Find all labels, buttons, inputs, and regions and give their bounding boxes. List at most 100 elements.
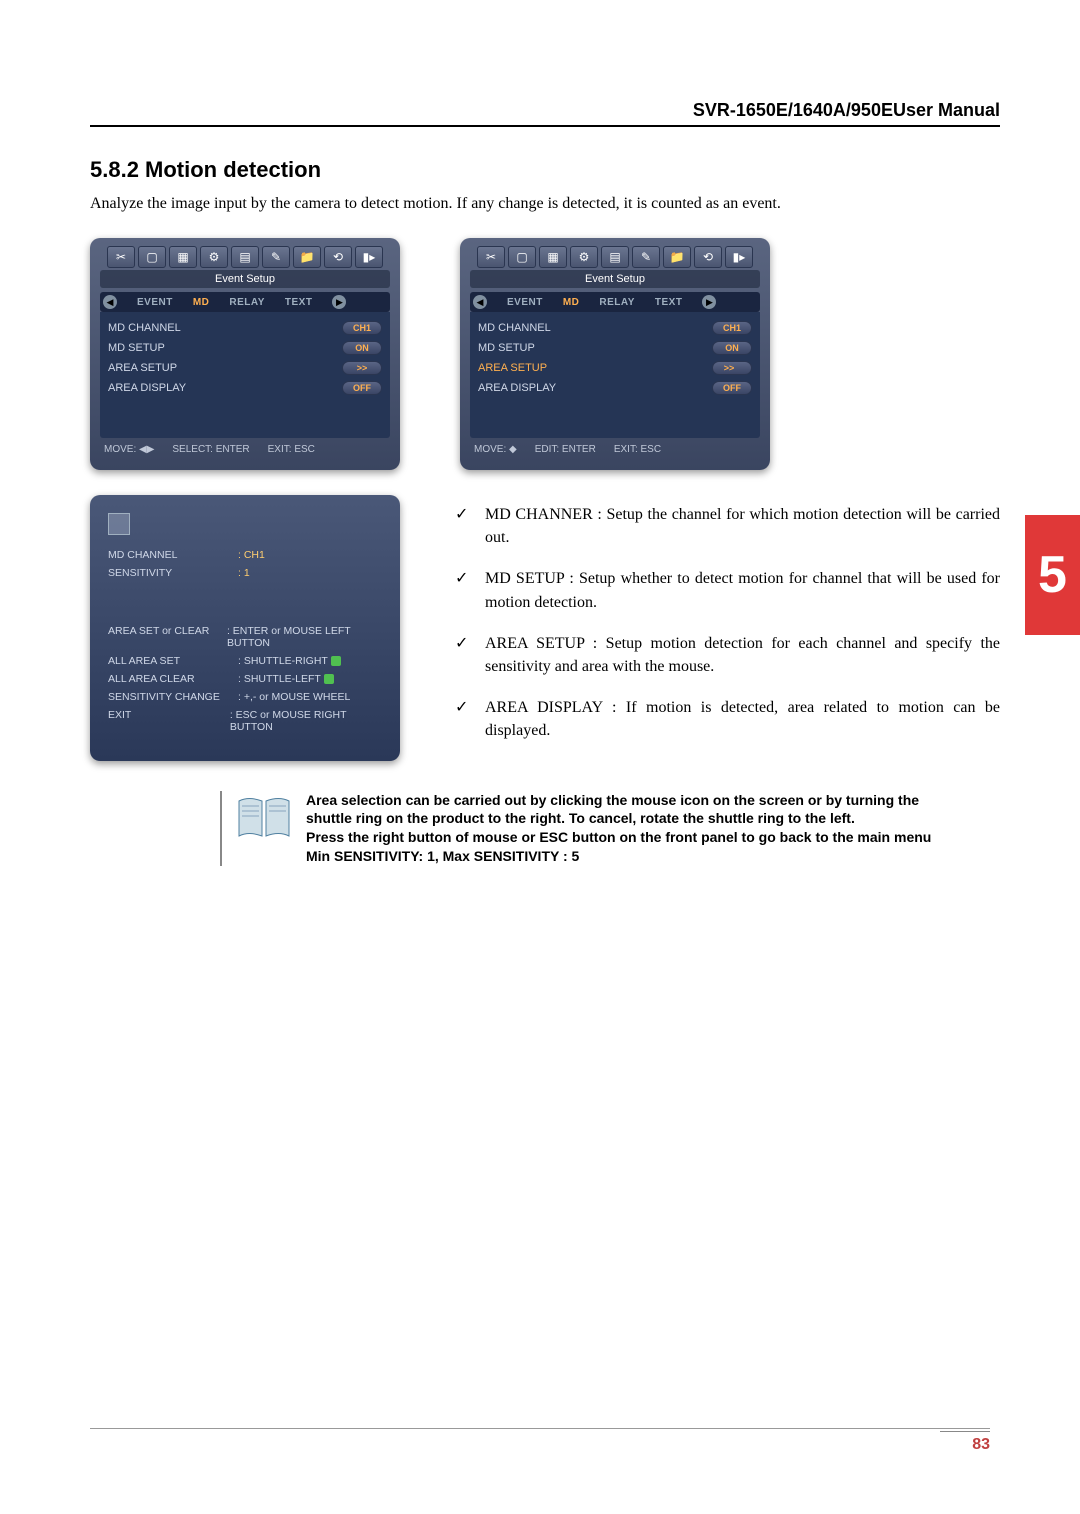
note-line-3: Min SENSITIVITY: 1, Max SENSITIVITY : 5 [306,847,960,866]
shuttle-icon [324,674,334,684]
note-block: Area selection can be carried out by cli… [220,791,960,867]
tab-relay[interactable]: RELAY [229,297,264,308]
hint-move: MOVE: ◆ [474,444,517,455]
area-line-label: ALL AREA CLEAR [108,673,238,685]
area-line-label: AREA SET or CLEAR [108,625,227,649]
page-footer-line [90,1428,990,1429]
toolbar-icon[interactable]: 📁 [293,246,321,268]
md-channel-label: MD CHANNEL [108,549,238,561]
toolbar-icon[interactable]: ✂ [477,246,505,268]
config-list: MD CHANNELCH1MD SETUPONAREA SETUP>>AREA … [100,312,390,438]
bullet-text: AREA SETUP : Setup motion detection for … [485,632,1000,678]
config-row[interactable]: MD SETUP ON [478,338,752,358]
config-row[interactable]: MD CHANNEL CH1 [478,318,752,338]
area-instruction-line: SENSITIVITY CHANGE: +,- or MOUSE WHEEL [108,688,382,706]
config-row[interactable]: MD SETUP ON [108,338,382,358]
config-label: AREA DISPLAY [478,382,556,394]
bullet-item: ✓AREA DISPLAY : If motion is detected, a… [455,696,1000,742]
config-label: AREA SETUP [478,362,547,374]
toolbar-icon[interactable]: ✂ [107,246,135,268]
toolbar-icon[interactable]: ✎ [632,246,660,268]
config-value[interactable]: CH1 [712,321,752,335]
bullet-text: AREA DISPLAY : If motion is detected, ar… [485,696,1000,742]
event-setup-panel-1: ✂▢▦⚙▤✎📁⟲▮▸ Event Setup ◀ EVENT MD RELAY … [90,238,400,470]
area-line-label: SENSITIVITY CHANGE [108,691,238,703]
tab-md[interactable]: MD [563,297,580,308]
config-value[interactable]: ON [712,341,752,355]
sensitivity-label: SENSITIVITY [108,567,238,579]
bullet-item: ✓AREA SETUP : Setup motion detection for… [455,632,1000,678]
nav-right-icon[interactable]: ▶ [332,295,346,309]
book-icon [234,791,294,841]
bullet-list: ✓ MD CHANNER : Setup the channel for whic… [455,495,1000,761]
hint-select: SELECT: ENTER [172,444,249,455]
config-row[interactable]: AREA SETUP>> [108,358,382,378]
config-label: AREA DISPLAY [108,382,186,394]
tab-text[interactable]: TEXT [285,297,313,308]
toolbar-icon[interactable]: ✎ [262,246,290,268]
area-line-label: EXIT [108,709,230,733]
area-line-value: : ESC or MOUSE RIGHT BUTTON [230,709,382,733]
config-row[interactable]: AREA DISPLAY OFF [108,378,382,398]
config-value[interactable]: ON [342,341,382,355]
area-setup-panel: MD CHANNEL : CH1 SENSITIVITY : 1 AREA SE… [90,495,400,761]
toolbar-icon[interactable]: ▢ [508,246,536,268]
area-instruction-line: AREA SET or CLEAR: ENTER or MOUSE LEFT B… [108,622,382,652]
toolbar-icon[interactable]: ▦ [539,246,567,268]
footer-hints: MOVE: ◀▶ SELECT: ENTER EXIT: ESC [100,438,390,455]
area-instructions: AREA SET or CLEAR: ENTER or MOUSE LEFT B… [108,622,382,736]
tab-text[interactable]: TEXT [655,297,683,308]
toolbar-icon[interactable]: ⚙ [570,246,598,268]
nav-right-icon[interactable]: ▶ [702,295,716,309]
toolbar-icon[interactable]: ⚙ [200,246,228,268]
tab-relay[interactable]: RELAY [599,297,634,308]
section-heading: 5.8.2 Motion detection [90,157,1000,183]
bullet-text: MD CHANNER : Setup the channel for which… [485,503,1000,549]
toolbar-icon[interactable]: ▮▸ [725,246,753,268]
config-value[interactable]: OFF [342,381,382,395]
tab-event[interactable]: EVENT [137,297,173,308]
config-list: MD CHANNELCH1MD SETUPONAREA SETUP>>AREA … [470,312,760,438]
hint-exit: EXIT: ESC [614,444,661,455]
toolbar: ✂▢▦⚙▤✎📁⟲▮▸ [470,246,760,268]
grid-square-icon [108,513,130,535]
config-label: MD SETUP [478,342,535,354]
config-row[interactable]: MD CHANNEL CH1 [108,318,382,338]
config-label: MD SETUP [108,342,165,354]
config-value[interactable]: >> [342,361,382,375]
nav-left-icon[interactable]: ◀ [473,295,487,309]
toolbar: ✂▢▦⚙▤✎📁⟲▮▸ [100,246,390,268]
toolbar-icon[interactable]: ⟲ [324,246,352,268]
screenshots-row: ✂▢▦⚙▤✎📁⟲▮▸ Event Setup ◀ EVENT MD RELAY … [90,238,1000,470]
bullet-item: ✓MD SETUP : Setup whether to detect moti… [455,567,1000,613]
config-value[interactable]: OFF [712,381,752,395]
config-label: MD CHANNEL [478,322,551,334]
nav-left-icon[interactable]: ◀ [103,295,117,309]
config-row[interactable]: AREA DISPLAY OFF [478,378,752,398]
toolbar-icon[interactable]: ▮▸ [355,246,383,268]
config-row[interactable]: AREA SETUP >> [478,358,752,378]
toolbar-icon[interactable]: ▤ [601,246,629,268]
toolbar-icon[interactable]: ▤ [231,246,259,268]
toolbar-icon[interactable]: ⟲ [694,246,722,268]
area-line-value: : +,- or MOUSE WHEEL [238,691,350,703]
area-line-value: : SHUTTLE-RIGHT [238,655,341,667]
tab-event[interactable]: EVENT [507,297,543,308]
hint-exit: EXIT: ESC [268,444,315,455]
page-number: 83 [940,1431,990,1454]
header-bar: SVR-1650E/1640A/950EUser Manual [90,100,1000,127]
panel-title: Event Setup [470,270,760,288]
config-value[interactable]: CH1 [342,321,382,335]
toolbar-icon[interactable]: ▢ [138,246,166,268]
check-icon: ✓ [455,696,485,742]
toolbar-icon[interactable]: 📁 [663,246,691,268]
chapter-tab: 5 [1025,515,1080,635]
tab-md[interactable]: MD [193,297,210,308]
tab-row: ◀ EVENT MD RELAY TEXT ▶ [100,292,390,312]
config-label: MD CHANNEL [108,322,181,334]
config-value[interactable]: >> [712,361,752,375]
bullet-text: MD SETUP : Setup whether to detect motio… [485,567,1000,613]
hint-move: MOVE: ◀▶ [104,444,154,455]
note-line-2: Press the right button of mouse or ESC b… [306,828,960,847]
toolbar-icon[interactable]: ▦ [169,246,197,268]
